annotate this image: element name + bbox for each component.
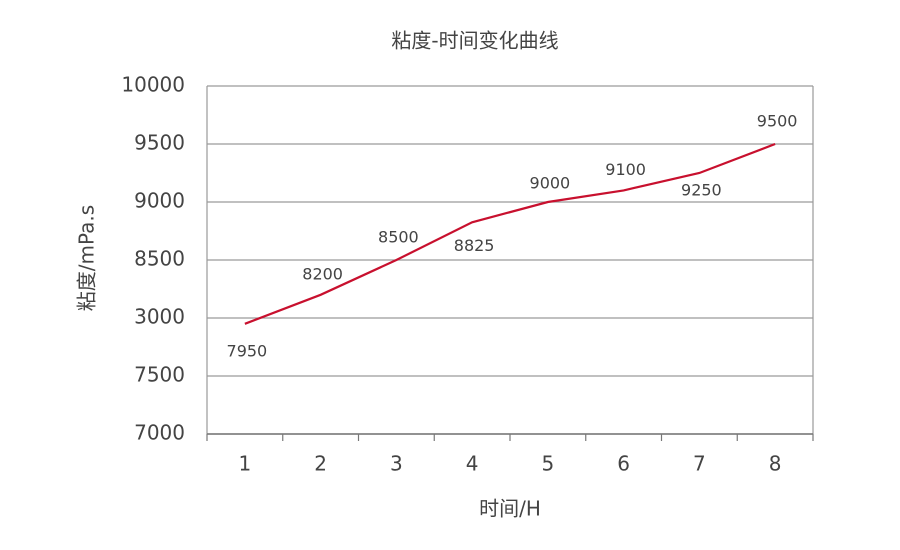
y-tick-label: 7000 — [134, 421, 185, 445]
x-tick-label: 7 — [693, 452, 706, 476]
y-tick-label: 9500 — [134, 131, 185, 155]
y-tick-label: 8500 — [134, 247, 185, 271]
data-label: 8200 — [302, 264, 343, 283]
line-series — [244, 142, 776, 325]
y-tick-label: 10000 — [121, 73, 185, 97]
data-label: 9500 — [757, 112, 798, 131]
data-label: 9000 — [530, 174, 571, 193]
data-label: 7950 — [227, 341, 268, 360]
y-tick-label: 9000 — [134, 189, 185, 213]
x-tick-label: 1 — [239, 452, 252, 476]
x-axis-label: 时间/H — [479, 497, 541, 521]
y-axis-label: 粘度/mPa.s — [75, 205, 99, 311]
data-label: 9100 — [605, 160, 646, 179]
x-tick-label: 5 — [542, 452, 555, 476]
y-tick-label: 7500 — [134, 363, 185, 387]
data-label: 8500 — [378, 228, 419, 247]
chart-title: 粘度-时间变化曲线 — [391, 29, 558, 53]
data-label: 8825 — [454, 236, 495, 255]
x-tick-label: 4 — [466, 452, 479, 476]
data-label: 9250 — [681, 181, 722, 200]
x-tick-label: 3 — [390, 452, 403, 476]
x-tick-label: 8 — [769, 452, 782, 476]
x-tick-label: 6 — [617, 452, 630, 476]
y-tick-label: 3000 — [134, 305, 185, 329]
x-tick-label: 2 — [314, 452, 327, 476]
